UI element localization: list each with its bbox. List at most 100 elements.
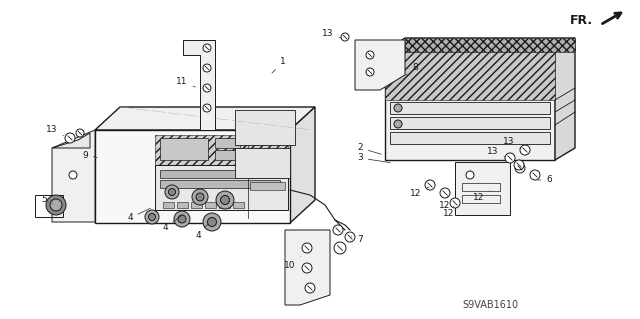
Bar (215, 138, 240, 148)
Circle shape (366, 51, 374, 59)
Polygon shape (155, 165, 288, 210)
Polygon shape (385, 52, 555, 160)
Text: 12: 12 (474, 191, 490, 203)
Bar (191, 202, 202, 208)
Circle shape (450, 198, 460, 208)
Polygon shape (52, 130, 95, 222)
Circle shape (203, 84, 211, 92)
Circle shape (174, 211, 190, 227)
Bar (205, 202, 216, 208)
Bar (177, 202, 188, 208)
Circle shape (148, 213, 156, 220)
Text: 13: 13 (323, 28, 341, 38)
Circle shape (192, 189, 208, 205)
Bar (390, 117, 550, 129)
Circle shape (366, 68, 374, 76)
Polygon shape (355, 40, 405, 90)
Bar (235, 110, 295, 145)
Text: 4: 4 (195, 224, 208, 240)
Circle shape (334, 242, 346, 254)
Polygon shape (155, 135, 288, 165)
Circle shape (145, 210, 159, 224)
Bar (235, 148, 290, 178)
Text: 12: 12 (439, 196, 451, 210)
Text: 8: 8 (406, 63, 418, 75)
Circle shape (514, 160, 524, 170)
Bar (250, 170, 285, 178)
Bar (160, 180, 280, 188)
Polygon shape (95, 107, 315, 130)
Circle shape (203, 64, 211, 72)
Text: 13: 13 (503, 137, 521, 148)
Circle shape (178, 215, 186, 223)
Circle shape (76, 129, 84, 137)
Circle shape (203, 104, 211, 112)
Text: 6: 6 (538, 175, 552, 184)
Circle shape (168, 189, 175, 196)
Text: 9: 9 (82, 151, 97, 160)
Text: 12: 12 (410, 187, 429, 197)
Circle shape (207, 218, 216, 226)
Text: FR.: FR. (570, 13, 593, 26)
Circle shape (341, 33, 349, 41)
Circle shape (65, 133, 75, 143)
Polygon shape (385, 52, 555, 100)
Bar (35, 195, 63, 217)
Text: 1: 1 (272, 57, 286, 73)
Polygon shape (555, 38, 575, 160)
Circle shape (440, 188, 450, 198)
Circle shape (394, 120, 402, 128)
Text: 7: 7 (351, 235, 363, 244)
Circle shape (203, 213, 221, 231)
Bar (233, 202, 244, 208)
Circle shape (302, 263, 312, 273)
Polygon shape (285, 230, 330, 305)
Polygon shape (95, 130, 290, 223)
Text: 10: 10 (284, 257, 301, 270)
Bar (215, 150, 240, 160)
Text: 12: 12 (444, 206, 454, 219)
Bar (462, 195, 500, 203)
Circle shape (515, 163, 525, 173)
Text: S9VAB1610: S9VAB1610 (462, 300, 518, 310)
Polygon shape (290, 107, 315, 223)
Text: 13: 13 (46, 125, 63, 136)
Polygon shape (405, 38, 575, 52)
Bar (163, 202, 174, 208)
Bar (250, 182, 285, 190)
Circle shape (394, 104, 402, 112)
Circle shape (216, 191, 234, 209)
Text: 4: 4 (127, 208, 150, 222)
Polygon shape (455, 162, 510, 215)
Text: 5: 5 (41, 196, 52, 204)
Bar (219, 202, 230, 208)
Circle shape (333, 225, 343, 235)
Circle shape (302, 243, 312, 253)
Bar (160, 138, 208, 160)
Circle shape (46, 195, 66, 215)
Bar (462, 183, 500, 191)
Text: 11: 11 (176, 78, 195, 87)
Circle shape (50, 199, 62, 211)
Circle shape (196, 193, 204, 201)
Text: 4: 4 (162, 215, 183, 233)
Text: 2: 2 (357, 144, 381, 154)
Text: 13: 13 (487, 147, 505, 157)
Circle shape (165, 185, 179, 199)
Circle shape (520, 145, 530, 155)
Circle shape (505, 153, 515, 163)
Circle shape (425, 180, 435, 190)
Bar (390, 102, 550, 114)
Bar (390, 132, 550, 144)
Polygon shape (385, 38, 575, 52)
Circle shape (69, 171, 77, 179)
Circle shape (345, 232, 355, 242)
Polygon shape (52, 133, 90, 148)
Circle shape (221, 196, 230, 204)
Circle shape (305, 283, 315, 293)
Circle shape (203, 44, 211, 52)
Circle shape (530, 170, 540, 180)
Polygon shape (183, 40, 215, 130)
Text: 3: 3 (357, 153, 390, 163)
Bar (160, 170, 280, 178)
